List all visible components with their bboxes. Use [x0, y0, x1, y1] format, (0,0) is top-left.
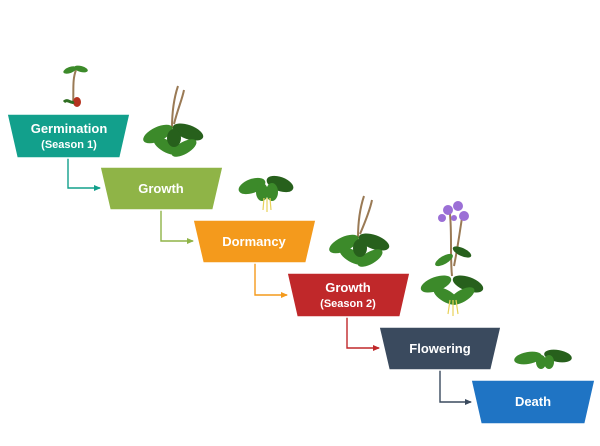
connector-dormancy-growth2: [254, 263, 288, 298]
rosette-plant-icon-season-2: [329, 195, 390, 267]
stage-sublabel: (Season 2): [320, 298, 376, 310]
connector-germination-growth: [67, 158, 101, 191]
flowering-plant-icon: [420, 201, 484, 316]
stage-death: Death: [470, 379, 596, 425]
connectors: [67, 158, 472, 405]
stage-dormancy: Dormancy: [192, 219, 317, 264]
stage-growth-1: Growth: [99, 166, 224, 211]
rosette-plant-icon: [143, 85, 204, 157]
stage-label: Death: [515, 394, 551, 409]
stage-label: Flowering: [409, 341, 470, 356]
connector-growth-dormancy: [160, 210, 194, 244]
connector-growth2-flowering: [346, 317, 380, 351]
stage-label: Germination: [31, 121, 108, 136]
stage-growth-2: Growth (Season 2): [286, 272, 411, 318]
stage-label: Growth: [138, 181, 184, 196]
seedling-icon: [62, 65, 88, 107]
dormant-plant-icon: [238, 175, 294, 212]
stage-label: Dormancy: [222, 234, 286, 249]
stage-label: Growth: [325, 280, 371, 295]
stage-sublabel: (Season 1): [41, 139, 97, 151]
stage-flowering: Flowering: [378, 326, 502, 371]
dead-plant-icon: [514, 349, 572, 369]
connector-flowering-death: [439, 370, 472, 405]
stage-germination: Germination (Season 1): [6, 113, 131, 159]
